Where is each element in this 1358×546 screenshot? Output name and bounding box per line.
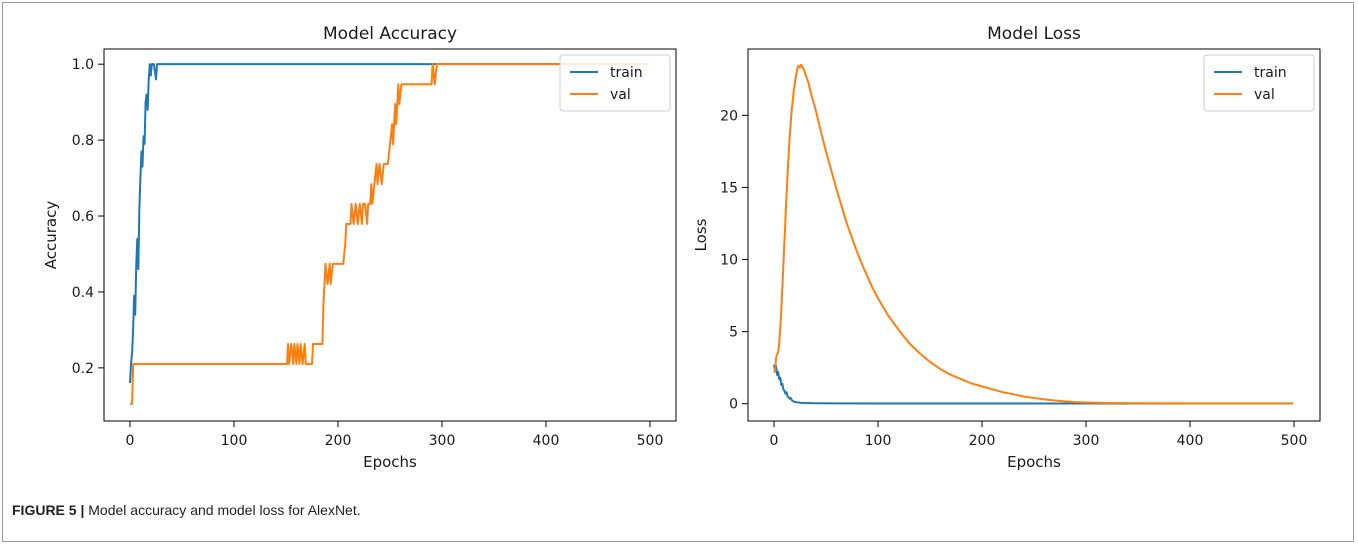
loss-xtick-label: 0 xyxy=(770,433,779,449)
loss-legend: train val xyxy=(1203,54,1315,112)
accuracy-series-val-line xyxy=(130,63,649,405)
accuracy-ylabel: Accuracy xyxy=(42,201,60,270)
loss-xtick-label: 100 xyxy=(865,433,892,449)
accuracy-axes-frame xyxy=(103,48,677,422)
loss-series-val-line xyxy=(773,63,1293,405)
loss-ytick-label: 0 xyxy=(729,397,738,413)
loss-legend-train-label: train xyxy=(1254,65,1287,81)
loss-title: Model Loss xyxy=(987,24,1081,44)
accuracy-title: Model Accuracy xyxy=(323,24,457,44)
loss-plot-area xyxy=(773,63,1293,405)
accuracy-ytick-label: 0.2 xyxy=(72,361,94,377)
loss-xtick-label: 400 xyxy=(1177,433,1204,449)
loss-ylabel: Loss xyxy=(692,218,710,251)
loss-series-train-line xyxy=(773,364,1293,405)
loss-legend-val-label: val xyxy=(1254,87,1275,103)
accuracy-series-train-line xyxy=(129,63,649,384)
accuracy-ytick-label: 0.4 xyxy=(72,285,94,301)
loss-xtick-label: 500 xyxy=(1281,433,1308,449)
accuracy-ytick-label: 0.6 xyxy=(72,209,94,225)
caption-text: Model accuracy and model loss for AlexNe… xyxy=(84,502,361,518)
accuracy-xtick-label: 100 xyxy=(221,433,248,449)
loss-ytick-label: 5 xyxy=(729,325,738,341)
loss-axes-frame xyxy=(747,48,1321,422)
accuracy-legend-train-label: train xyxy=(610,65,643,81)
accuracy-legend-val-label: val xyxy=(610,87,631,103)
accuracy-plot-area xyxy=(129,63,649,405)
accuracy-chart: Model Accuracy 0 100 200 300 400 500 0.2 0.4 0.6 0… xyxy=(42,24,677,471)
loss-ytick-label: 10 xyxy=(720,253,738,269)
loss-legend-box xyxy=(1203,54,1315,112)
loss-xtick-label: 300 xyxy=(1073,433,1100,449)
loss-chart: Model Loss 0 100 200 300 400 500 0 5 10 15 20 Epochs… xyxy=(692,24,1321,471)
accuracy-xtick-label: 0 xyxy=(126,433,135,449)
accuracy-legend: train val xyxy=(559,54,671,112)
accuracy-ytick-label: 0.8 xyxy=(72,133,94,149)
accuracy-ytick-label: 1.0 xyxy=(72,57,94,73)
loss-ytick-label: 20 xyxy=(720,108,738,124)
accuracy-xlabel: Epochs xyxy=(363,453,417,471)
caption-label: FIGURE 5 | xyxy=(12,502,85,518)
figure-caption: FIGURE 5 | Model accuracy and model loss… xyxy=(12,502,361,518)
accuracy-legend-box xyxy=(559,54,671,112)
accuracy-xtick-label: 500 xyxy=(637,433,664,449)
accuracy-xtick-label: 300 xyxy=(429,433,456,449)
accuracy-xtick-label: 200 xyxy=(325,433,352,449)
accuracy-xtick-label: 400 xyxy=(533,433,560,449)
loss-xlabel: Epochs xyxy=(1007,453,1061,471)
loss-ytick-label: 15 xyxy=(720,180,738,196)
loss-xtick-label: 200 xyxy=(969,433,996,449)
